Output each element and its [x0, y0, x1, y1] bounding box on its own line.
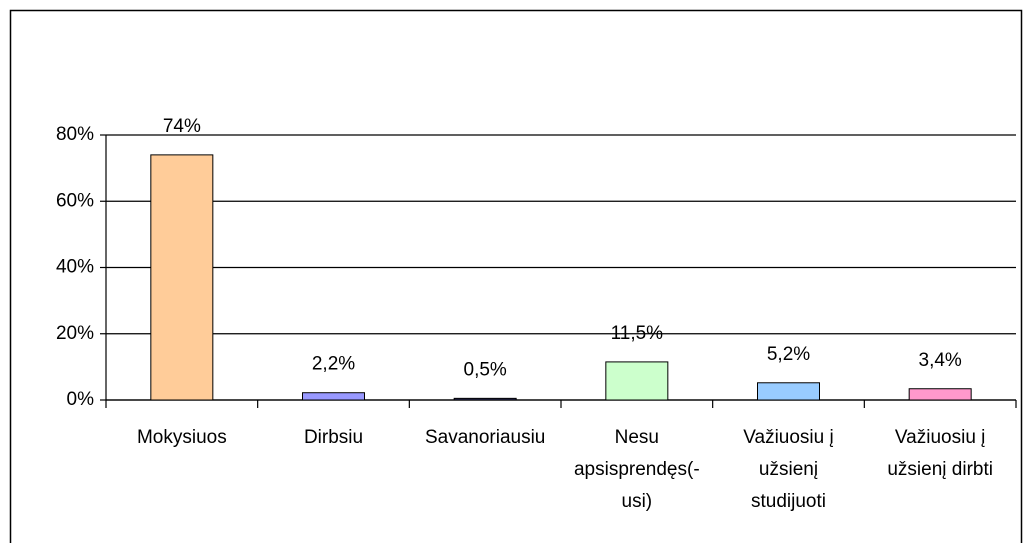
- value-label: 11,5%: [611, 323, 664, 344]
- y-tick-label: 0%: [67, 389, 95, 410]
- y-tick-label: 80%: [56, 124, 94, 145]
- y-tick-label: 40%: [56, 257, 94, 278]
- x-tick-label: studijuoti: [751, 491, 826, 512]
- x-tick-label: užsienį: [759, 459, 818, 480]
- y-tick-label: 60%: [56, 190, 94, 211]
- x-tick-label: Važiuosiu į: [895, 427, 985, 448]
- bar: [150, 154, 214, 401]
- value-label: 3,4%: [919, 350, 962, 371]
- bar: [908, 388, 972, 401]
- x-tick-label: Savanoriausiu: [425, 427, 545, 448]
- bar: [757, 382, 820, 401]
- value-label: 5,2%: [767, 344, 810, 365]
- bar: [453, 397, 517, 401]
- x-tick-label: užsienį dirbti: [887, 459, 993, 480]
- value-label: 2,2%: [312, 354, 355, 375]
- x-tick-label: Mokysiuos: [137, 427, 227, 448]
- bar: [302, 392, 365, 401]
- bar: [605, 361, 669, 401]
- y-tick-label: 20%: [56, 323, 94, 344]
- value-label: 74%: [163, 116, 201, 137]
- x-tick-label: Dirbsiu: [304, 427, 363, 448]
- x-tick-label: usi): [622, 491, 653, 512]
- x-tick-label: apsisprendęs(-: [574, 459, 700, 480]
- x-tick-label: Nesu: [615, 427, 659, 448]
- x-tick-label: Važiuosiu į: [743, 427, 833, 448]
- value-label: 0,5%: [464, 359, 507, 380]
